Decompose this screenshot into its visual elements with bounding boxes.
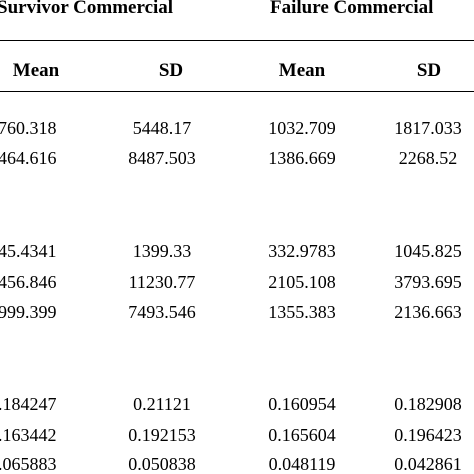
column-header-sd-survivor: SD <box>158 60 184 81</box>
table-cell: 0.042861 <box>394 454 462 474</box>
table-cell: 1045.825 <box>394 241 462 261</box>
table-cell: 8487.503 <box>128 148 196 168</box>
column-header-mean-failure: Mean <box>278 60 326 81</box>
table-cell: 11230.77 <box>128 272 196 292</box>
table-cell: 1399.33 <box>132 241 192 261</box>
table-cell: 760.318 <box>0 118 57 138</box>
table-cell: 332.9783 <box>268 241 336 261</box>
table-cell: 7493.546 <box>128 302 196 322</box>
table-cell: 464.616 <box>0 148 57 168</box>
table-cell: 0.21121 <box>133 394 191 414</box>
table-cell: 2136.663 <box>394 302 462 322</box>
table-cell: 1032.709 <box>268 118 336 138</box>
table-cell: 0.050838 <box>128 454 196 474</box>
table-cell: 3793.695 <box>394 272 462 292</box>
group-header-survivor: Survivor Commercial <box>0 0 174 18</box>
table-cell: 0.160954 <box>268 394 336 414</box>
group-header-failure: Failure Commercial <box>270 0 434 18</box>
table-cell: 1817.033 <box>394 118 462 138</box>
table-cell: 0.048119 <box>268 454 336 474</box>
table-cell: 1386.669 <box>268 148 336 168</box>
table-cell: .065883 <box>0 454 57 474</box>
table-cell: 5448.17 <box>132 118 192 138</box>
table-cell: 0.182908 <box>394 394 462 414</box>
column-header-sd-failure: SD <box>416 60 442 81</box>
header-rule <box>0 40 474 41</box>
table-cell: 0.192153 <box>128 425 196 445</box>
table-cell: 2268.52 <box>398 148 458 168</box>
table-cell: .163442 <box>0 425 57 445</box>
table-cell: 2105.108 <box>268 272 336 292</box>
table-cell: .184247 <box>0 394 57 414</box>
column-header-mean-survivor: Mean <box>12 60 60 81</box>
table-cell: 0.196423 <box>394 425 462 445</box>
table-cell: 456.846 <box>0 272 57 292</box>
column-header-rule <box>0 91 474 92</box>
table-cell: 1355.383 <box>268 302 336 322</box>
table-cell: 0.165604 <box>268 425 336 445</box>
table-cell: 999.399 <box>0 302 57 322</box>
table-cell: 45.4341 <box>0 241 57 261</box>
